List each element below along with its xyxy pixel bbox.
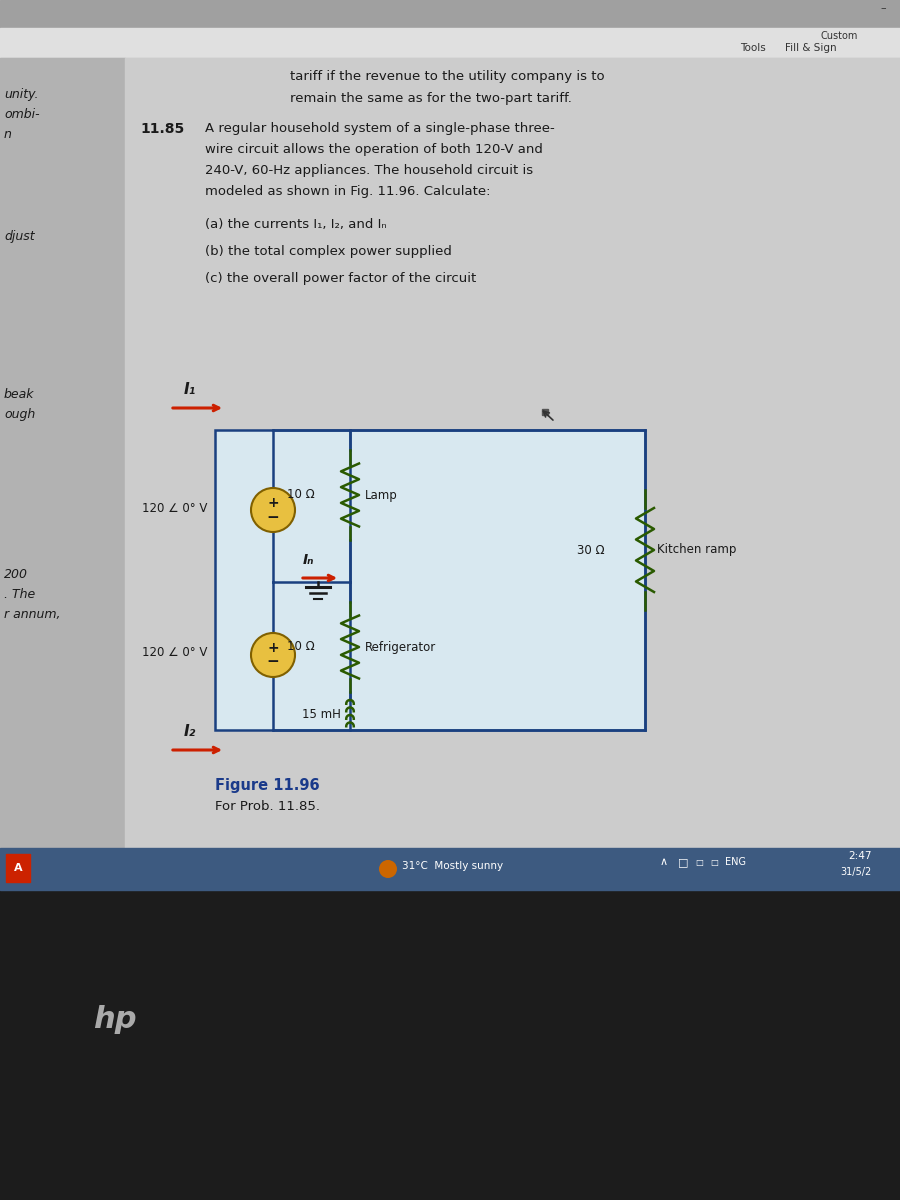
- Circle shape: [379, 860, 397, 878]
- Text: . The: . The: [4, 588, 35, 601]
- Text: A: A: [14, 863, 22, 874]
- Text: □: □: [695, 858, 703, 866]
- Text: 240-V, 60-Hz appliances. The household circuit is: 240-V, 60-Hz appliances. The household c…: [205, 164, 533, 176]
- Text: Iₙ: Iₙ: [303, 553, 314, 566]
- Text: n: n: [4, 128, 12, 140]
- Bar: [0, 890, 900, 1200]
- Text: Custom: Custom: [821, 31, 858, 41]
- Circle shape: [251, 634, 295, 677]
- Text: 10 Ω: 10 Ω: [287, 641, 315, 654]
- Text: □: □: [710, 858, 718, 866]
- Text: 11.85: 11.85: [140, 122, 184, 136]
- Text: Refrigerator: Refrigerator: [365, 641, 436, 654]
- Text: 31°C  Mostly sunny: 31°C Mostly sunny: [402, 862, 503, 871]
- Text: r annum,: r annum,: [4, 608, 60, 622]
- Bar: [215, 430, 645, 730]
- Text: tariff if the revenue to the utility company is to: tariff if the revenue to the utility com…: [290, 70, 605, 83]
- Text: I₁: I₁: [184, 383, 196, 397]
- Bar: [0, 0, 900, 28]
- Text: 31/5/2: 31/5/2: [841, 866, 872, 877]
- Text: 120 ∠ 0° V: 120 ∠ 0° V: [141, 647, 207, 660]
- Text: remain the same as for the two-part tariff.: remain the same as for the two-part tari…: [290, 92, 572, 104]
- Bar: [0, 58, 900, 848]
- Text: (a) the currents I₁, I₂, and Iₙ: (a) the currents I₁, I₂, and Iₙ: [205, 218, 387, 230]
- Text: beak: beak: [4, 388, 34, 401]
- Text: I₂: I₂: [184, 725, 196, 739]
- Text: unity.: unity.: [4, 88, 39, 101]
- Text: □: □: [678, 857, 688, 866]
- Text: ENG: ENG: [725, 857, 746, 866]
- Text: wire circuit allows the operation of both 120-V and: wire circuit allows the operation of bot…: [205, 143, 543, 156]
- Bar: [6, 854, 30, 882]
- Text: Fill & Sign: Fill & Sign: [785, 43, 837, 53]
- Bar: [0, 58, 125, 848]
- Text: –: –: [880, 2, 886, 13]
- Bar: [125, 58, 900, 848]
- Bar: [0, 848, 900, 890]
- Text: ough: ough: [4, 408, 35, 421]
- Text: For Prob. 11.85.: For Prob. 11.85.: [215, 800, 320, 814]
- Text: Lamp: Lamp: [365, 488, 398, 502]
- Text: ombi-: ombi-: [4, 108, 40, 121]
- Text: 200: 200: [4, 568, 28, 581]
- Text: djust: djust: [4, 230, 34, 242]
- Text: 10 Ω: 10 Ω: [287, 488, 315, 502]
- Text: A regular household system of a single-phase three-: A regular household system of a single-p…: [205, 122, 554, 134]
- Text: Kitchen ramp: Kitchen ramp: [657, 544, 736, 557]
- Text: hp: hp: [94, 1006, 137, 1034]
- Text: Tools: Tools: [740, 43, 766, 53]
- Text: Figure 11.96: Figure 11.96: [215, 778, 320, 793]
- Text: (b) the total complex power supplied: (b) the total complex power supplied: [205, 245, 452, 258]
- Text: 2:47: 2:47: [849, 851, 872, 862]
- Bar: [0, 28, 900, 58]
- Text: (c) the overall power factor of the circuit: (c) the overall power factor of the circ…: [205, 272, 476, 284]
- Text: 120 ∠ 0° V: 120 ∠ 0° V: [141, 502, 207, 515]
- Text: +: +: [267, 641, 279, 655]
- Text: −: −: [266, 510, 279, 524]
- Text: +: +: [267, 496, 279, 510]
- Text: 30 Ω: 30 Ω: [578, 544, 605, 557]
- Text: 15 mH: 15 mH: [302, 708, 341, 721]
- Text: modeled as shown in Fig. 11.96. Calculate:: modeled as shown in Fig. 11.96. Calculat…: [205, 185, 491, 198]
- Text: ∧: ∧: [660, 857, 668, 866]
- Text: −: −: [266, 654, 279, 670]
- Circle shape: [251, 488, 295, 532]
